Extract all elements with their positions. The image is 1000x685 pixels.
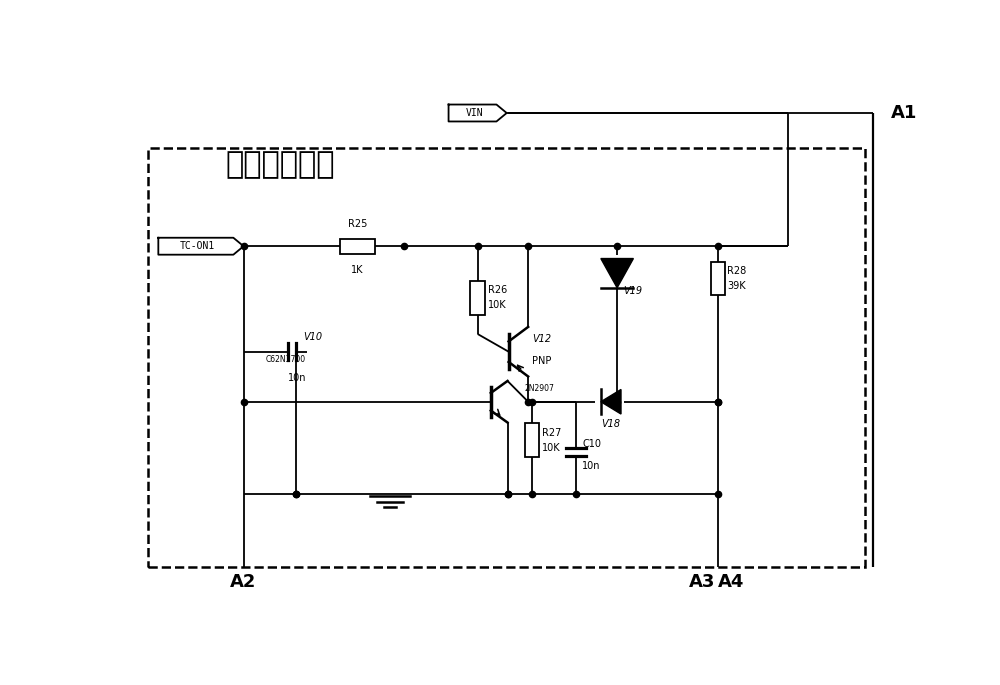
Text: A3: A3 bbox=[689, 573, 716, 591]
Bar bbox=[470, 281, 485, 314]
Text: R28: R28 bbox=[727, 266, 746, 276]
Text: 10K: 10K bbox=[488, 301, 506, 310]
Text: 指令锁存电路: 指令锁存电路 bbox=[226, 150, 335, 179]
Text: 10n: 10n bbox=[288, 373, 306, 384]
Bar bbox=[525, 423, 539, 457]
Text: 10n: 10n bbox=[582, 460, 601, 471]
Polygon shape bbox=[601, 390, 621, 414]
Text: A1: A1 bbox=[891, 104, 917, 122]
Text: C62N3700: C62N3700 bbox=[266, 355, 306, 364]
Text: V19: V19 bbox=[623, 286, 642, 296]
Bar bbox=[340, 239, 375, 253]
Bar bbox=[711, 262, 725, 295]
Text: 2N2907: 2N2907 bbox=[524, 384, 554, 393]
Text: C10: C10 bbox=[582, 439, 601, 449]
Text: A2: A2 bbox=[230, 573, 257, 591]
Bar bbox=[148, 148, 865, 567]
Text: VIN: VIN bbox=[465, 108, 483, 118]
Text: 1K: 1K bbox=[351, 264, 364, 275]
Text: TC-ON1: TC-ON1 bbox=[180, 241, 215, 251]
Text: A4: A4 bbox=[718, 573, 744, 591]
Text: R26: R26 bbox=[488, 285, 507, 295]
Text: PNP: PNP bbox=[532, 356, 551, 366]
Text: 10K: 10K bbox=[542, 443, 561, 453]
Polygon shape bbox=[601, 258, 633, 288]
Text: R27: R27 bbox=[542, 427, 561, 438]
Text: 39K: 39K bbox=[727, 282, 746, 291]
Polygon shape bbox=[158, 238, 244, 255]
Text: V10: V10 bbox=[303, 332, 322, 342]
Text: V18: V18 bbox=[601, 419, 620, 429]
Text: R25: R25 bbox=[348, 219, 367, 229]
Polygon shape bbox=[449, 105, 507, 121]
Text: V12: V12 bbox=[532, 334, 551, 344]
